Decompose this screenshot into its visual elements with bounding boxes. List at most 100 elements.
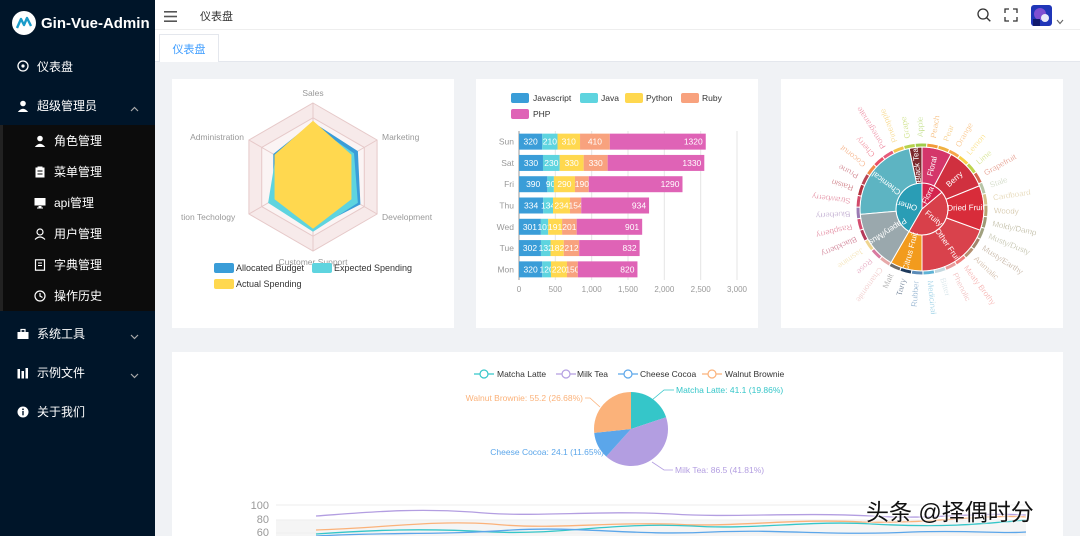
sidebar-item-dashboard[interactable]: 仪表盘 [0,46,155,86]
fullscreen-icon[interactable] [1004,8,1018,27]
bar-segment [519,218,541,235]
legend-label[interactable]: Ruby [702,93,723,103]
legend-label[interactable]: Java [601,93,619,103]
legend-label[interactable]: Cheese Cocoa [640,369,697,379]
sidebar-item-users[interactable]: 用户管理 [3,218,155,249]
legend-swatch[interactable] [625,93,643,103]
bar-segment [581,197,650,214]
legend-label[interactable]: PHP [533,109,551,119]
sidebar-item-tools[interactable]: 系统工具 [0,314,155,353]
legend-swatch[interactable] [580,93,598,103]
sidebar-item-history[interactable]: 操作历史 [3,280,155,311]
bar-data-label: 410 [588,137,602,147]
sunburst-outer-label: Blueberry [816,209,851,220]
radar-indicator: Development [382,212,433,222]
avatar[interactable] [1031,5,1052,26]
search-icon[interactable] [977,8,991,27]
sidebar-item-dictionary[interactable]: 字典管理 [3,249,155,280]
bar-chart-icon [17,367,29,379]
clipboard-icon [34,166,46,178]
legend-swatch[interactable] [681,93,699,103]
stacked-bar-chart: Javascript Java Python Ruby PHP 0 500 1,00… [497,93,748,294]
info-icon [17,406,29,418]
legend-swatch[interactable] [312,263,332,273]
bar-segment [550,261,567,278]
bar-data-label: 934 [632,201,646,211]
bar-data-label: 150 [565,264,579,274]
legend-label[interactable]: Matcha Latte [497,369,546,379]
sunburst-outer-segment [922,269,936,276]
legend-swatch[interactable] [214,279,234,289]
sidebar-item-api[interactable]: api管理 [3,187,155,218]
bar-segment [519,261,543,278]
legend-label[interactable]: Python [646,93,673,103]
bar-data-label: 191 [548,222,562,232]
sunburst-outer-label: Medicinal [925,280,938,315]
legend-label[interactable]: Walnut Brownie [725,369,784,379]
bar-legend: Javascript Java Python Ruby PHP [511,93,723,119]
sidebar-item-roles[interactable]: 角色管理 [3,125,155,156]
bar-segment [588,176,683,193]
sidebar-item-menus[interactable]: 菜单管理 [3,156,155,187]
legend-swatch[interactable] [214,263,234,273]
legend-label[interactable]: Expected Spending [334,263,412,273]
legend-label[interactable]: Milk Tea [577,369,608,379]
legend-swatch[interactable] [479,369,489,379]
pie-line-chart: Matcha Latte Milk Tea Cheese Cocoa Walnu… [251,369,1027,536]
x-tick-label: 2,500 [691,285,712,294]
line-chart: 100 80 60 [251,500,1027,536]
sidebar-item-examples[interactable]: 示例文件 [0,353,155,392]
x-tick-label: 500 [549,285,563,294]
sidebar-item-label: 操作历史 [54,289,103,303]
sidebar-item-admin[interactable]: 超级管理员 [0,86,155,125]
menu-toggle-icon[interactable] [164,9,177,27]
bar-data-label: 190 [575,179,589,189]
top-header: 仪表盘 [155,0,1080,30]
legend-label[interactable]: Actual Spending [236,279,302,289]
sunburst-middle-label: Dried Fruit [947,203,985,213]
breadcrumb[interactable]: 仪表盘 [200,11,233,23]
sunburst-outer-label: Bitter [938,277,952,298]
bar-data-label: 330 [565,158,579,168]
radar-chart: Sales Marketing Development Customer Sup… [181,88,433,289]
legend-label[interactable]: Allocated Budget [236,263,305,273]
sunburst-card: Other Flora Fruity Black Tea Floral Chemical P… [781,79,1063,328]
sidebar-item-about[interactable]: 关于我们 [0,392,155,431]
pie-slice [594,392,631,433]
sunburst-outer-label: Raspberry [815,222,853,239]
bar-data-label: 210 [543,137,557,147]
tab-dashboard[interactable]: 仪表盘 [159,34,219,62]
line-series [315,509,1027,518]
legend-swatch[interactable] [561,369,571,379]
bar-data-label: 334 [524,201,538,211]
legend-swatch[interactable] [623,369,633,379]
sidebar-item-label: 字典管理 [54,258,103,272]
sunburst-outer-label: Strawberry [812,192,851,206]
sidebar: Gin-Vue-Admin 仪表盘 超级管理员 角色管理 菜单管理 api管理 … [0,0,155,536]
bar-segment [540,240,551,257]
x-tick-label: 0 [517,285,522,294]
bar-data-label: 301 [523,222,537,232]
bar-data-label: 1330 [682,158,701,168]
legend-swatch[interactable] [707,369,717,379]
app-logo-icon [12,11,36,35]
y-tick-label: 100 [251,500,269,512]
bar-data-label: 212 [564,243,578,253]
bar-data-label: 234 [554,201,568,211]
legend-label[interactable]: Javascript [533,93,572,103]
logo[interactable]: Gin-Vue-Admin [0,0,155,46]
bar-segment [542,154,560,171]
legend-swatch[interactable] [511,109,529,119]
x-tick-label: 3,000 [727,285,748,294]
bar-data-label: 134 [541,201,555,211]
sunburst-outer-label: Woody [994,206,1019,216]
legend-swatch[interactable] [511,93,529,103]
sunburst-outer-segment [855,194,862,208]
pie-label-line [651,461,673,471]
sunburst-outer-label: Raisin [831,177,855,192]
y-tick-label: Mon [497,264,514,274]
x-tick-label: 2,000 [654,285,675,294]
chevron-down-icon[interactable] [1056,12,1064,30]
